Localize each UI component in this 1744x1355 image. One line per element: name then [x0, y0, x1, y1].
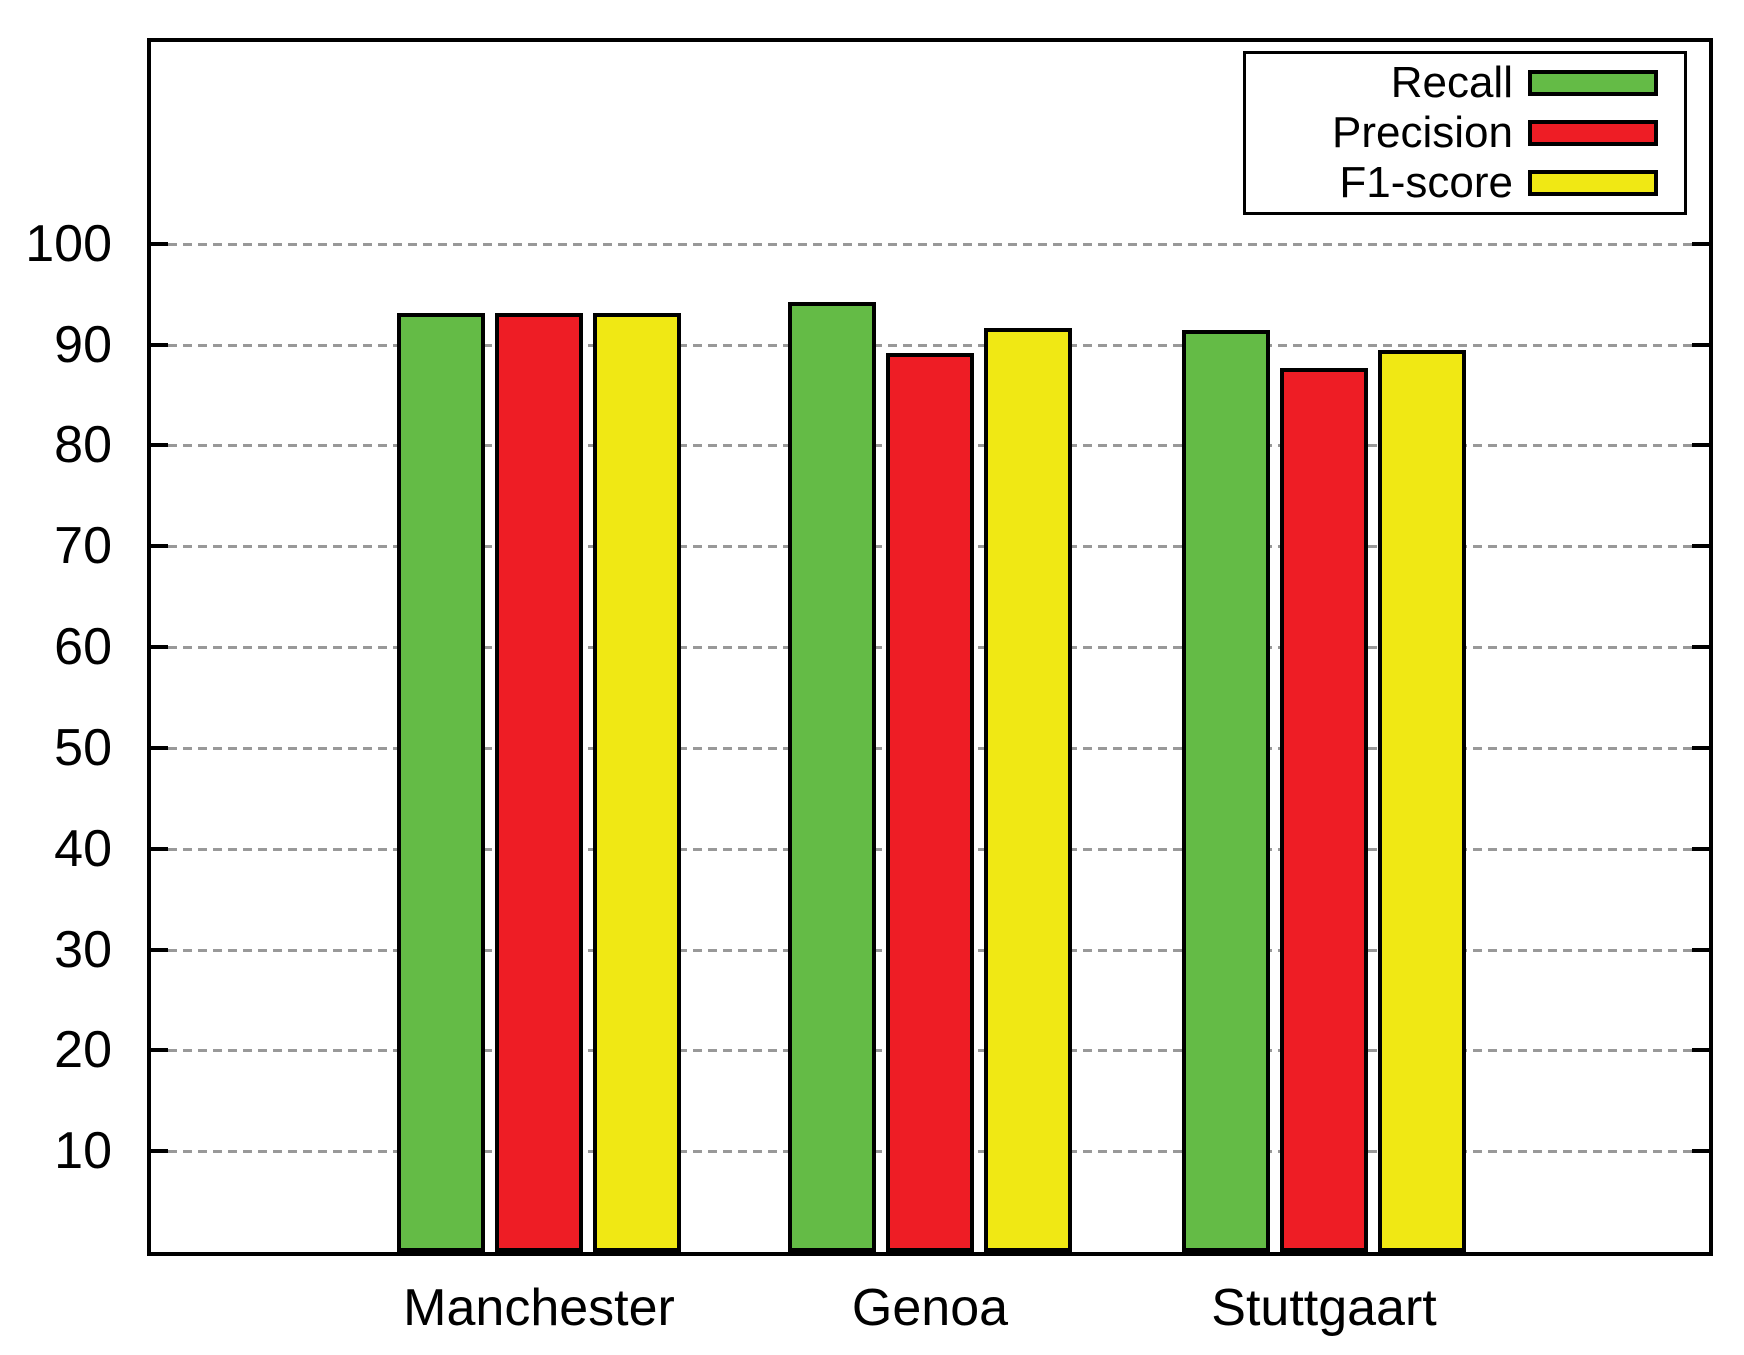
y-tick-left-100 [151, 241, 168, 246]
x-axis-label-manchester: Manchester [403, 1279, 675, 1337]
y-axis-tick-label-100: 100 [25, 214, 112, 273]
bar-precision-manchester [495, 313, 583, 1252]
legend-row-f1score: F1-score [1246, 160, 1684, 206]
legend-label-f1score: F1-score [1339, 158, 1513, 207]
bar-precision-genoa [886, 353, 974, 1252]
legend: Recall Precision F1-score [1243, 51, 1687, 215]
y-tick-right-80 [1692, 443, 1709, 448]
bar-recall-manchester [397, 313, 485, 1252]
y-tick-right-90 [1692, 342, 1709, 347]
bar-f1score-stuttgaart [1378, 350, 1466, 1252]
y-axis-tick-label-80: 80 [54, 416, 112, 475]
gridline-90 [153, 343, 1707, 347]
y-tick-left-20 [151, 1048, 168, 1053]
y-axis-tick-label-90: 90 [54, 315, 112, 374]
y-tick-left-40 [151, 846, 168, 851]
y-tick-right-20 [1692, 1048, 1709, 1053]
legend-row-recall: Recall [1246, 60, 1684, 106]
y-axis-tick-label-70: 70 [54, 517, 112, 576]
y-tick-right-40 [1692, 846, 1709, 851]
y-tick-left-80 [151, 443, 168, 448]
gridline-100 [153, 242, 1707, 246]
bar-recall-genoa [788, 302, 876, 1252]
y-axis-tick-label-20: 20 [54, 1021, 112, 1080]
plot-inner: Recall Precision F1-score [151, 42, 1709, 1252]
y-axis-tick-label-60: 60 [54, 618, 112, 676]
y-axis-tick-label-40: 40 [54, 819, 112, 878]
x-axis-label-stuttgaart: Stuttgaart [1211, 1279, 1437, 1337]
y-tick-right-30 [1692, 947, 1709, 952]
legend-swatch-precision-icon [1528, 120, 1658, 146]
bar-precision-stuttgaart [1280, 368, 1368, 1252]
y-tick-right-70 [1692, 544, 1709, 549]
x-axis-label-genoa: Genoa [851, 1279, 1009, 1337]
y-axis-tick-label-50: 50 [54, 718, 112, 777]
legend-label-recall: Recall [1390, 58, 1513, 107]
y-tick-left-10 [151, 1149, 168, 1154]
plot-area: Recall Precision F1-score [147, 38, 1713, 1256]
y-tick-right-10 [1692, 1149, 1709, 1154]
legend-swatch-f1score-icon [1528, 170, 1658, 196]
y-tick-left-90 [151, 342, 168, 347]
y-tick-right-50 [1692, 745, 1709, 750]
legend-row-precision: Precision [1246, 110, 1684, 156]
bar-f1score-manchester [593, 313, 681, 1252]
y-tick-left-60 [151, 645, 168, 649]
y-tick-left-30 [151, 947, 168, 952]
y-tick-right-60 [1692, 645, 1709, 649]
y-tick-right-100 [1692, 241, 1709, 246]
legend-swatch-recall-icon [1528, 70, 1658, 96]
y-tick-left-70 [151, 544, 168, 549]
bar-f1score-genoa [984, 328, 1072, 1252]
y-axis-tick-label-10: 10 [54, 1122, 112, 1181]
bar-recall-stuttgaart [1182, 330, 1270, 1252]
y-tick-left-50 [151, 745, 168, 750]
legend-label-precision: Precision [1332, 108, 1513, 157]
y-axis-tick-label-30: 30 [54, 920, 112, 979]
